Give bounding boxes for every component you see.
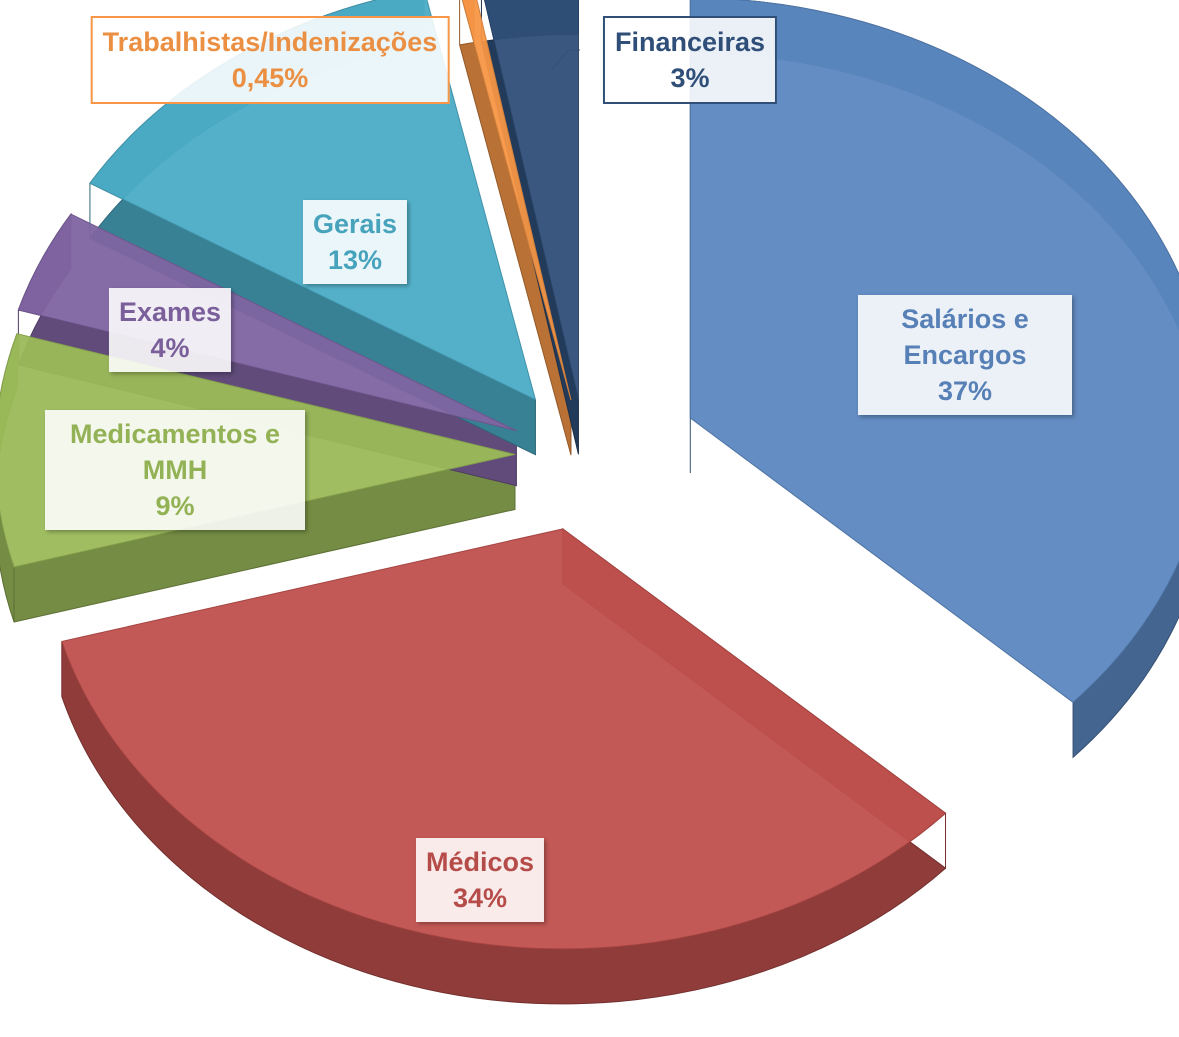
slice [17, 213, 517, 432]
slice [484, 0, 579, 400]
data-label: Salários e Encargos 37% [858, 295, 1072, 415]
label-value: 34% [452, 883, 508, 913]
label-value: 37% [937, 376, 993, 406]
label-value: 13% [327, 245, 383, 275]
label-value: 4% [150, 333, 190, 363]
data-label: Medicamentos e MMH 9% [45, 410, 305, 530]
data-label: Financeiras 3% [602, 16, 778, 104]
label-value: 0,45% [231, 63, 309, 93]
label-value: 3% [670, 63, 710, 93]
data-label: Gerais 13% [302, 200, 408, 284]
slice [61, 528, 947, 950]
data-label: Trabalhistas/Indenizações 0,45% [90, 16, 450, 104]
data-label: Exames 4% [108, 288, 232, 372]
label-value: 9% [155, 491, 195, 521]
label-name: Médicos [425, 847, 535, 877]
label-name: Exames [118, 297, 222, 327]
label-name: Trabalhistas/Indenizações [102, 27, 438, 57]
label-name: Gerais [312, 209, 398, 239]
label-name: Salários e Encargos [901, 304, 1029, 370]
label-name: Medicamentos e MMH [69, 419, 281, 485]
label-name: Financeiras [614, 27, 766, 57]
data-label: Médicos 34% [415, 838, 545, 922]
